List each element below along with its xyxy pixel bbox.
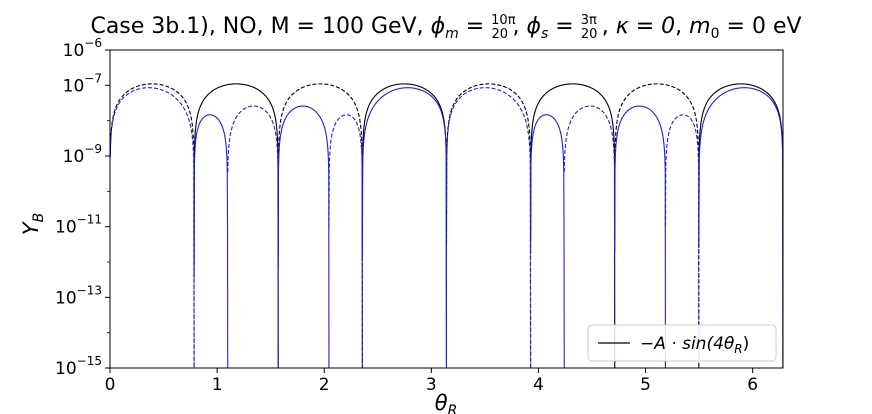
x-tick-label: 0 [105, 375, 116, 395]
series-line-2 [193, 87, 783, 368]
x-axis-label: θR [435, 391, 458, 414]
x-tick-label: 6 [747, 375, 758, 395]
frac1-denominator: 20 [492, 27, 509, 42]
y-tick-label: 10−11 [55, 213, 102, 238]
y-tick-label: 10−6 [63, 36, 102, 61]
frac1-numerator: 10π [491, 13, 516, 28]
axes-frame [109, 49, 784, 369]
x-tick-label: 5 [640, 375, 651, 395]
frac2-numerator: 3π [581, 13, 597, 28]
legend-label: −A · sin(4θR) [640, 334, 749, 356]
title-fraction-phi-m: 10π 20 [491, 13, 516, 42]
plot-area [110, 83, 783, 368]
chart-title: Case 3b.1), NO, M = 100 GeV, ϕm = 10π 20 … [90, 13, 801, 42]
legend: −A · sin(4θR) [587, 324, 777, 362]
x-tick-label: 4 [533, 375, 544, 395]
title-fraction-phi-s: 3π 20 [581, 13, 602, 42]
frac2-denominator: 20 [581, 27, 598, 42]
legend-box [587, 324, 777, 362]
y-tick-label: 10−7 [63, 71, 102, 96]
series-line-0 [193, 83, 783, 368]
axes: 0 1 2 3 4 5 6 10−15 10−13 10−11 10−9 10−7 10−6 [55, 36, 784, 395]
y-tick-label: 10−9 [63, 142, 102, 167]
x-tick-label: 1 [212, 375, 223, 395]
x-tick-label: 3 [426, 375, 437, 395]
y-tick-label: 10−15 [55, 354, 102, 379]
x-tick-label: 2 [319, 375, 330, 395]
y-axis-label: YB [19, 213, 47, 235]
y-tick-label: 10−13 [55, 283, 102, 308]
